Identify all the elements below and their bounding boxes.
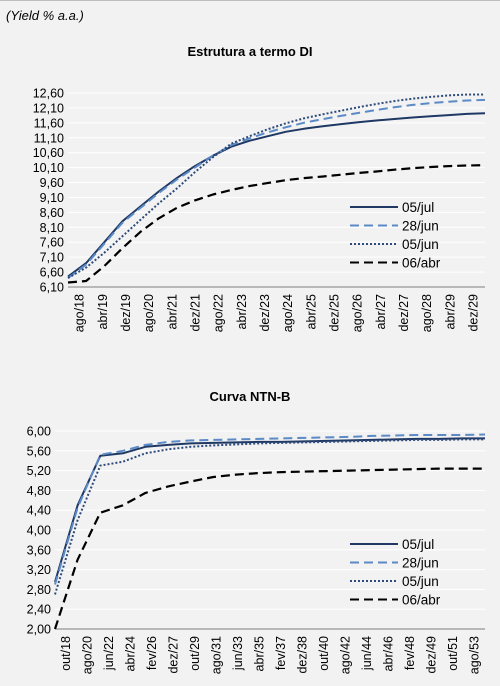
x-tick-label: dez/29 bbox=[466, 294, 480, 332]
y-tick-label: 9,60 bbox=[40, 176, 64, 190]
x-tick-label: abr/19 bbox=[96, 294, 110, 329]
x-tick-label: ago/20 bbox=[142, 294, 156, 332]
x-tick-label: dez/27 bbox=[166, 636, 180, 674]
chart-title-di: Estrutura a termo DI bbox=[187, 44, 313, 59]
series-line-3 bbox=[54, 438, 485, 595]
x-tick-label: abr/46 bbox=[381, 636, 395, 671]
x-tick-label: dez/23 bbox=[258, 294, 272, 332]
x-tick-label: ago/20 bbox=[80, 636, 94, 674]
x-tick-label: fev/48 bbox=[403, 636, 417, 670]
y-tick-label: 9,10 bbox=[40, 191, 64, 205]
chart-di-svg: 12,6012,1011,6011,1010,6010,109,609,108,… bbox=[33, 87, 486, 332]
yield-caption: (Yield % a.a.) bbox=[6, 8, 84, 23]
y-tick-label: 5,20 bbox=[27, 464, 51, 478]
x-tick-label: ago/22 bbox=[212, 294, 226, 332]
y-tick-label: 12,10 bbox=[33, 101, 64, 115]
series-line-2 bbox=[54, 433, 486, 585]
y-tick-label: 8,60 bbox=[40, 206, 64, 220]
x-tick-label: out/18 bbox=[59, 636, 73, 671]
y-tick-label: 6,10 bbox=[40, 281, 64, 295]
y-tick-label: 8,10 bbox=[40, 221, 64, 235]
x-tick-label: ago/24 bbox=[281, 294, 295, 332]
x-tick-label: jun/44 bbox=[360, 636, 374, 671]
x-tick-label: dez/25 bbox=[327, 294, 341, 332]
y-tick-label: 3,60 bbox=[27, 543, 51, 557]
y-tick-label: 2,00 bbox=[27, 623, 51, 637]
x-tick-label: jun/33 bbox=[231, 636, 245, 671]
x-tick-label: dez/49 bbox=[424, 636, 438, 674]
legend-label: 28/jun bbox=[402, 556, 439, 571]
x-tick-label: ago/53 bbox=[467, 636, 481, 674]
x-tick-label: dez/19 bbox=[119, 294, 133, 332]
x-tick-label: out/29 bbox=[188, 636, 202, 671]
x-tick-label: ago/42 bbox=[338, 636, 352, 674]
y-tick-label: 10,10 bbox=[33, 161, 64, 175]
caption-italic: Yield % a.a. bbox=[10, 8, 80, 23]
x-tick-label: dez/27 bbox=[397, 294, 411, 332]
series-line-2 bbox=[67, 98, 486, 279]
y-tick-label: 4,40 bbox=[27, 504, 51, 518]
x-tick-label: dez/38 bbox=[295, 636, 309, 674]
x-tick-label: abr/35 bbox=[252, 636, 266, 671]
y-tick-label: 12,60 bbox=[33, 87, 64, 101]
legend-label: 06/abr bbox=[402, 593, 441, 608]
y-tick-label: 6,60 bbox=[40, 266, 64, 280]
y-tick-label: 2,80 bbox=[27, 583, 51, 597]
legend-label: 05/jul bbox=[402, 537, 434, 552]
x-tick-label: abr/21 bbox=[165, 294, 179, 329]
x-tick-label: ago/31 bbox=[209, 636, 223, 674]
y-tick-label: 2,40 bbox=[27, 603, 51, 617]
chart-panel-di: Estrutura a termo DI 12,60 12,10 11,60 11,1… bbox=[33, 44, 486, 332]
y-tick-label: 7,60 bbox=[40, 236, 64, 250]
y-tick-label: 4,80 bbox=[27, 484, 51, 498]
y-tick-label: 4,00 bbox=[27, 524, 51, 538]
x-tick-label: dez/21 bbox=[188, 294, 202, 332]
caption-open: ( bbox=[6, 8, 11, 23]
legend-label: 05/jun bbox=[402, 574, 439, 589]
y-tick-label: 10,60 bbox=[33, 146, 64, 160]
series-line-4 bbox=[67, 164, 486, 284]
y-tick-label: 11,60 bbox=[34, 116, 64, 130]
series-line-4 bbox=[53, 467, 485, 630]
legend-label: 06/abr bbox=[402, 256, 441, 271]
y-tick-label: 7,10 bbox=[40, 251, 64, 265]
legend-label: 05/jul bbox=[402, 200, 434, 215]
x-tick-label: out/40 bbox=[317, 636, 331, 671]
y-tick-label: 3,20 bbox=[27, 563, 51, 577]
chart-title-ntnb: Curva NTN-B bbox=[209, 389, 291, 404]
top-rule bbox=[0, 0, 500, 1]
x-tick-label: abr/27 bbox=[374, 294, 388, 329]
series-line-1 bbox=[67, 112, 486, 278]
x-tick-label: out/51 bbox=[446, 636, 460, 671]
x-tick-label: ago/18 bbox=[73, 294, 87, 332]
y-tick-label: 6,00 bbox=[27, 425, 51, 439]
x-tick-label: ago/26 bbox=[351, 294, 365, 332]
legend-label: 05/jun bbox=[402, 237, 439, 252]
x-tick-label: fev/26 bbox=[145, 636, 159, 670]
x-tick-label: abr/29 bbox=[443, 294, 457, 329]
legend-label: 28/jun bbox=[402, 219, 439, 234]
series-line-3 bbox=[67, 93, 485, 279]
x-tick-label: abr/24 bbox=[123, 636, 137, 671]
y-tick-label: 11,10 bbox=[34, 131, 64, 145]
x-tick-label: fev/37 bbox=[274, 636, 288, 670]
x-tick-label: ago/28 bbox=[420, 294, 434, 332]
x-tick-label: abr/25 bbox=[304, 294, 318, 329]
x-tick-label: abr/23 bbox=[235, 294, 249, 329]
caption-close: ) bbox=[79, 8, 84, 23]
y-tick-label: 5,60 bbox=[27, 444, 51, 458]
x-tick-label: jun/22 bbox=[102, 636, 116, 671]
